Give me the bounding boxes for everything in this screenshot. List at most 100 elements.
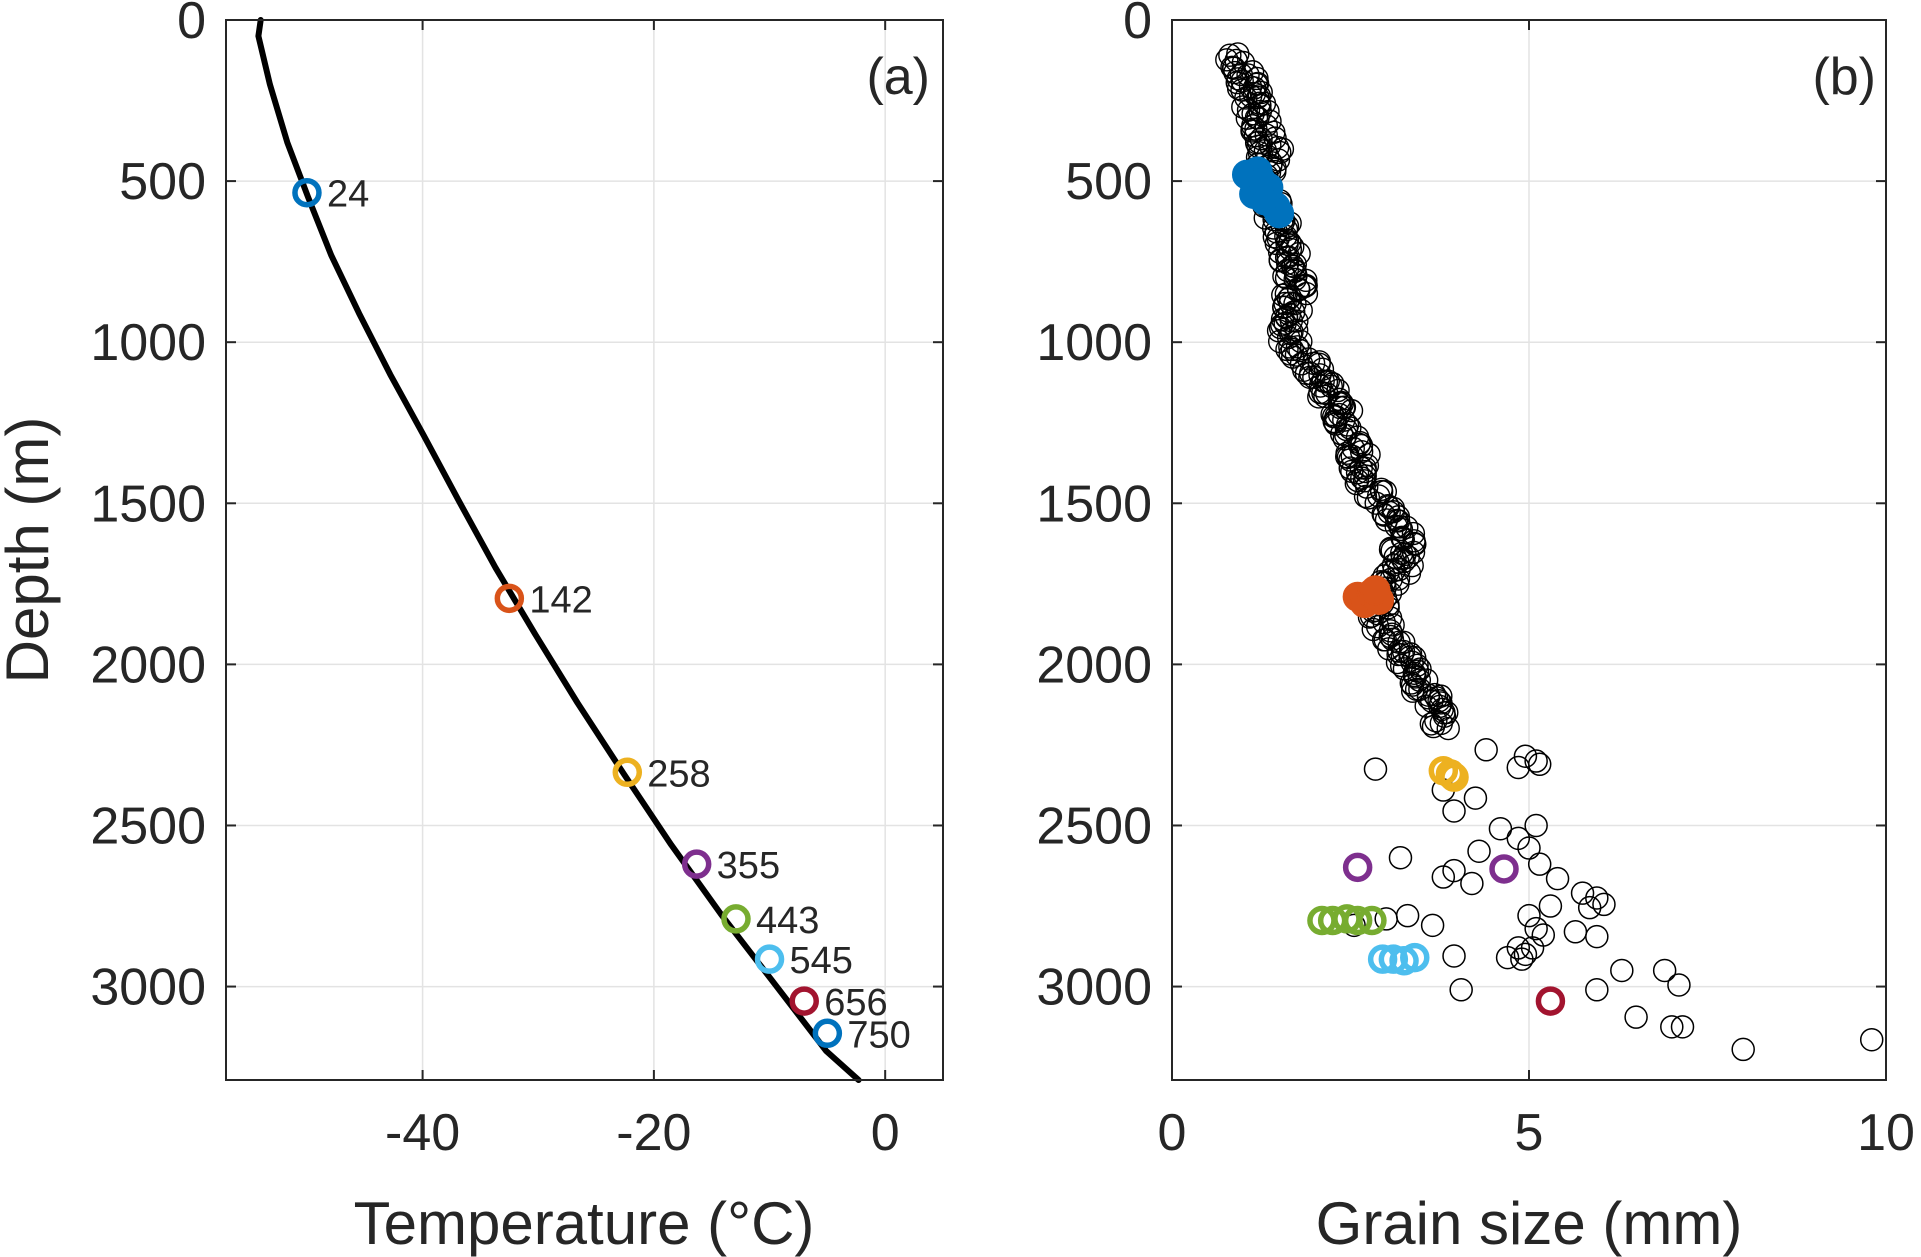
panel-a-x-axis-label: Temperature (°C) xyxy=(354,1190,815,1257)
grain-size-point xyxy=(1365,615,1390,639)
grain-size-point xyxy=(1488,816,1513,841)
grain-size-point xyxy=(1226,76,1251,101)
panel-a-y-tick-label: 0 xyxy=(177,0,206,50)
temperature-marker-label-545: 545 xyxy=(790,940,853,982)
grain-size-point xyxy=(1436,716,1460,741)
grain-size-point xyxy=(1517,836,1541,860)
grain-size-point xyxy=(1442,944,1466,968)
grain-size-point xyxy=(1442,799,1466,823)
panel-a-grid xyxy=(226,20,943,1080)
grain-size-point xyxy=(1610,958,1634,983)
temperature-marker-label-443: 443 xyxy=(756,900,819,942)
grain-size-point xyxy=(1288,338,1312,363)
panel-a-x-tick-label: 0 xyxy=(871,1104,900,1162)
grain-size-point xyxy=(1386,642,1410,667)
grain-size-point xyxy=(1275,232,1299,256)
panel-a-label: (a) xyxy=(866,48,930,106)
temperature-marker-656 xyxy=(789,986,819,1016)
grain-size-point xyxy=(1388,515,1412,539)
panel-a-axes-box xyxy=(225,19,944,1081)
grain-size-point xyxy=(1449,978,1473,1002)
panel-b: 0 5 10 0 500 1000 1500 2000 2500 3000 (b) Grain s… xyxy=(1036,0,1915,1257)
grain-size-point xyxy=(1731,1037,1755,1062)
grain-size-point xyxy=(1670,1015,1695,1039)
temperature-marker-label-142: 142 xyxy=(529,579,592,621)
panel-a-y-tick-label: 2500 xyxy=(90,797,206,855)
grain-size-point xyxy=(1371,502,1395,526)
grain-size-point xyxy=(1285,309,1309,333)
grain-size-point xyxy=(1338,448,1362,472)
grain-size-point xyxy=(1563,920,1588,944)
grain-size-point xyxy=(1467,839,1491,863)
temperature-marker-label-355: 355 xyxy=(717,845,780,887)
highlight-point-258 xyxy=(1435,759,1466,789)
grain-size-point xyxy=(1395,903,1420,928)
panel-a-ticks: -40 -20 0 0 500 1000 1500 2000 2500 3000 xyxy=(90,0,943,1162)
grain-size-point xyxy=(1278,335,1302,359)
grain-size-point xyxy=(1527,852,1552,876)
grain-size-point xyxy=(1585,886,1609,910)
grain-size-point xyxy=(1307,385,1331,409)
grain-size-point xyxy=(1524,813,1548,838)
grain-size-point xyxy=(1281,254,1305,279)
grain-size-point xyxy=(1592,892,1616,917)
temperature-marker-label-24: 24 xyxy=(327,174,369,216)
grain-size-point xyxy=(1545,866,1570,891)
grain-size-point xyxy=(1538,894,1563,918)
grain-size-point xyxy=(1399,671,1423,695)
grain-size-point xyxy=(1420,913,1445,938)
grain-size-point xyxy=(1421,714,1446,739)
highlight-point-24 xyxy=(1246,166,1277,197)
panel-b-x-axis-label: Grain size (mm) xyxy=(1316,1190,1743,1257)
grain-size-point xyxy=(1667,973,1691,997)
grain-size-point xyxy=(1585,978,1609,1002)
panel-b-x-tick-label: 0 xyxy=(1158,1104,1187,1162)
grain-size-point xyxy=(1234,86,1258,110)
grain-size-point xyxy=(1294,361,1319,386)
grain-size-point xyxy=(1363,757,1388,781)
panel-a-y-tick-label: 1500 xyxy=(90,475,206,533)
grain-size-point xyxy=(1531,923,1556,947)
panel-a-y-tick-label: 500 xyxy=(119,153,206,211)
grain-size-point xyxy=(1442,858,1466,883)
grain-size-point xyxy=(1271,295,1296,320)
grain-size-point xyxy=(1517,903,1541,928)
grain-size-point xyxy=(1513,942,1538,967)
panel-a-y-tick-label: 3000 xyxy=(90,959,206,1017)
grain-size-point xyxy=(1660,1015,1684,1039)
temperature-marker-label-258: 258 xyxy=(647,753,710,795)
grain-size-point xyxy=(1474,738,1498,762)
panel-b-y-tick-label: 1000 xyxy=(1036,314,1152,372)
grain-size-point xyxy=(1419,712,1444,736)
highlight-point-443 xyxy=(1342,905,1373,936)
grain-size-point xyxy=(1388,845,1413,870)
temperature-marker-24 xyxy=(292,177,322,208)
grain-size-point xyxy=(1322,409,1346,434)
grain-size-point xyxy=(1339,398,1364,423)
panel-b-x-tick-label: 5 xyxy=(1515,1104,1544,1162)
panel-b-grid xyxy=(1172,20,1886,1080)
highlight-point-142 xyxy=(1360,575,1391,606)
highlight-point-656 xyxy=(1535,986,1566,1016)
grain-size-point xyxy=(1624,1005,1648,1029)
grain-size-point xyxy=(1408,657,1432,681)
grain-size-point xyxy=(1275,251,1300,275)
panel-a-y-tick-label: 1000 xyxy=(90,314,206,372)
highlight-point-355 xyxy=(1489,854,1519,884)
grain-size-point xyxy=(1577,895,1602,920)
temperature-marker-258 xyxy=(612,757,643,788)
grain-size-point xyxy=(1570,881,1595,905)
highlight-point-443 xyxy=(1357,905,1387,936)
grain-size-point xyxy=(1374,907,1398,931)
grain-size-point xyxy=(1345,468,1370,493)
temperature-marker-443 xyxy=(721,904,751,934)
grain-size-point xyxy=(1353,459,1377,484)
panel-b-scatter-points xyxy=(1342,738,1884,1062)
grain-size-point xyxy=(1223,60,1247,85)
grain-size-point xyxy=(1460,871,1484,896)
panel-b-trend-band xyxy=(1215,42,1460,741)
panel-a-x-tick-label: -20 xyxy=(616,1104,691,1162)
panel-b-highlight-points xyxy=(1231,156,1566,1016)
